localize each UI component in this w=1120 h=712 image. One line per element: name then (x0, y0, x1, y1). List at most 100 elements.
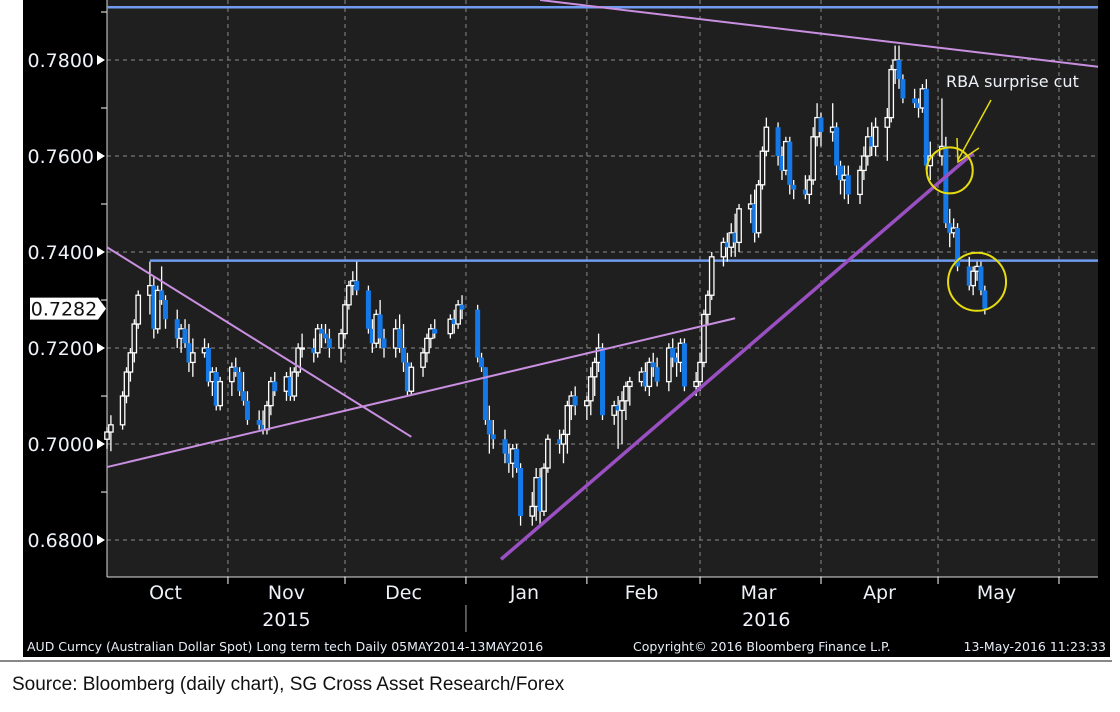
candle-up (970, 270, 976, 287)
candle-up (264, 404, 270, 431)
trendline (499, 151, 975, 561)
candle-up (623, 385, 629, 402)
candle-up (291, 371, 298, 397)
candle-up (560, 433, 567, 445)
annotation-arrow-head (956, 137, 980, 164)
x-month-label: Apr (863, 582, 896, 604)
candle-up (736, 208, 742, 244)
candle-up (295, 347, 302, 373)
candle-down (475, 309, 481, 358)
candle-up (646, 361, 653, 388)
candle-up (584, 400, 590, 407)
candle-down (397, 328, 403, 349)
candle-down (237, 372, 243, 392)
candle-down (486, 420, 492, 435)
candle-down (557, 439, 563, 445)
candle-down (654, 367, 660, 382)
candle-down (923, 88, 929, 166)
candle-down (354, 280, 360, 291)
candle-up (424, 337, 430, 354)
candle-down (752, 204, 758, 233)
candle-down (537, 477, 543, 512)
candle-up (189, 352, 196, 364)
candle-down (869, 136, 875, 147)
candle-down (896, 60, 902, 80)
candle-down (787, 141, 793, 185)
last-price-label: 0.7282 (31, 299, 97, 321)
footer-timestamp: 13-May-2016 11:23:33 (964, 639, 1106, 654)
candle-up (229, 366, 235, 383)
candle-down (401, 348, 407, 363)
candle-down (174, 319, 180, 339)
candle-down (775, 127, 781, 157)
candle-up (104, 431, 110, 440)
candle-up (217, 380, 223, 407)
x-year-label: 2016 (742, 609, 790, 631)
candle-up (299, 347, 305, 350)
candle-up (545, 438, 551, 469)
x-month-label: Jan (509, 582, 539, 604)
candle-down (514, 448, 520, 469)
annotation-circle (925, 146, 974, 195)
x-month-label: May (977, 582, 1016, 604)
candle-up (587, 376, 594, 402)
candle-down (947, 223, 953, 233)
candle-down (432, 328, 438, 334)
candle-down (151, 285, 157, 329)
candle-down (670, 348, 676, 358)
candle-up (135, 294, 142, 325)
candle-down (779, 156, 785, 171)
y-tick-arrow (97, 343, 105, 354)
candle-down (482, 367, 488, 421)
candle-down (459, 304, 465, 310)
candle-down (159, 290, 165, 301)
candle-down (642, 372, 648, 387)
candle-down (163, 300, 169, 320)
candle-up (108, 424, 114, 433)
candle-down (943, 146, 949, 224)
candle-down (451, 319, 457, 325)
candle-down (319, 328, 325, 334)
candle-down (287, 376, 293, 397)
candle-up (123, 371, 130, 397)
candle-up (810, 136, 817, 181)
x-month-label: Nov (268, 582, 305, 604)
y-tick-label: 0.7000 (28, 434, 94, 456)
candle-down (205, 348, 211, 382)
candle-up (759, 150, 766, 186)
candle-down (732, 232, 738, 243)
candle-down (818, 117, 824, 133)
x-month-label: Dec (385, 582, 422, 604)
candle-up (697, 361, 703, 383)
candle-down (233, 367, 239, 373)
candle-up (872, 126, 879, 148)
candle-down (502, 439, 508, 454)
x-month-label: Mar (741, 582, 777, 604)
candle-up (447, 318, 454, 335)
y-tick-label: 0.7200 (28, 338, 94, 360)
candle-down (978, 266, 984, 291)
y-tick-arrow (97, 439, 105, 450)
candle-up (701, 313, 707, 364)
candle-up (154, 289, 161, 330)
candle-up (591, 361, 598, 378)
x-month-label: Oct (149, 582, 182, 604)
candle-down (381, 338, 387, 349)
y-tick-arrow (97, 151, 105, 162)
candle-down (791, 184, 797, 190)
candle-down (674, 357, 680, 363)
candle-up (619, 400, 625, 412)
annotation-circle (947, 251, 1008, 312)
candle-up (763, 126, 770, 152)
candle-down (600, 348, 605, 416)
candle-down (365, 290, 371, 329)
y-tick-label: 0.6800 (28, 530, 94, 552)
candle-down (326, 338, 332, 349)
trendline (106, 246, 412, 438)
candle-up (529, 505, 536, 517)
candle-down (900, 79, 906, 99)
candle-up (127, 352, 134, 373)
source-caption: Source: Bloomberg (daily chart), SG Cros… (12, 674, 565, 695)
candle-up (708, 256, 715, 296)
